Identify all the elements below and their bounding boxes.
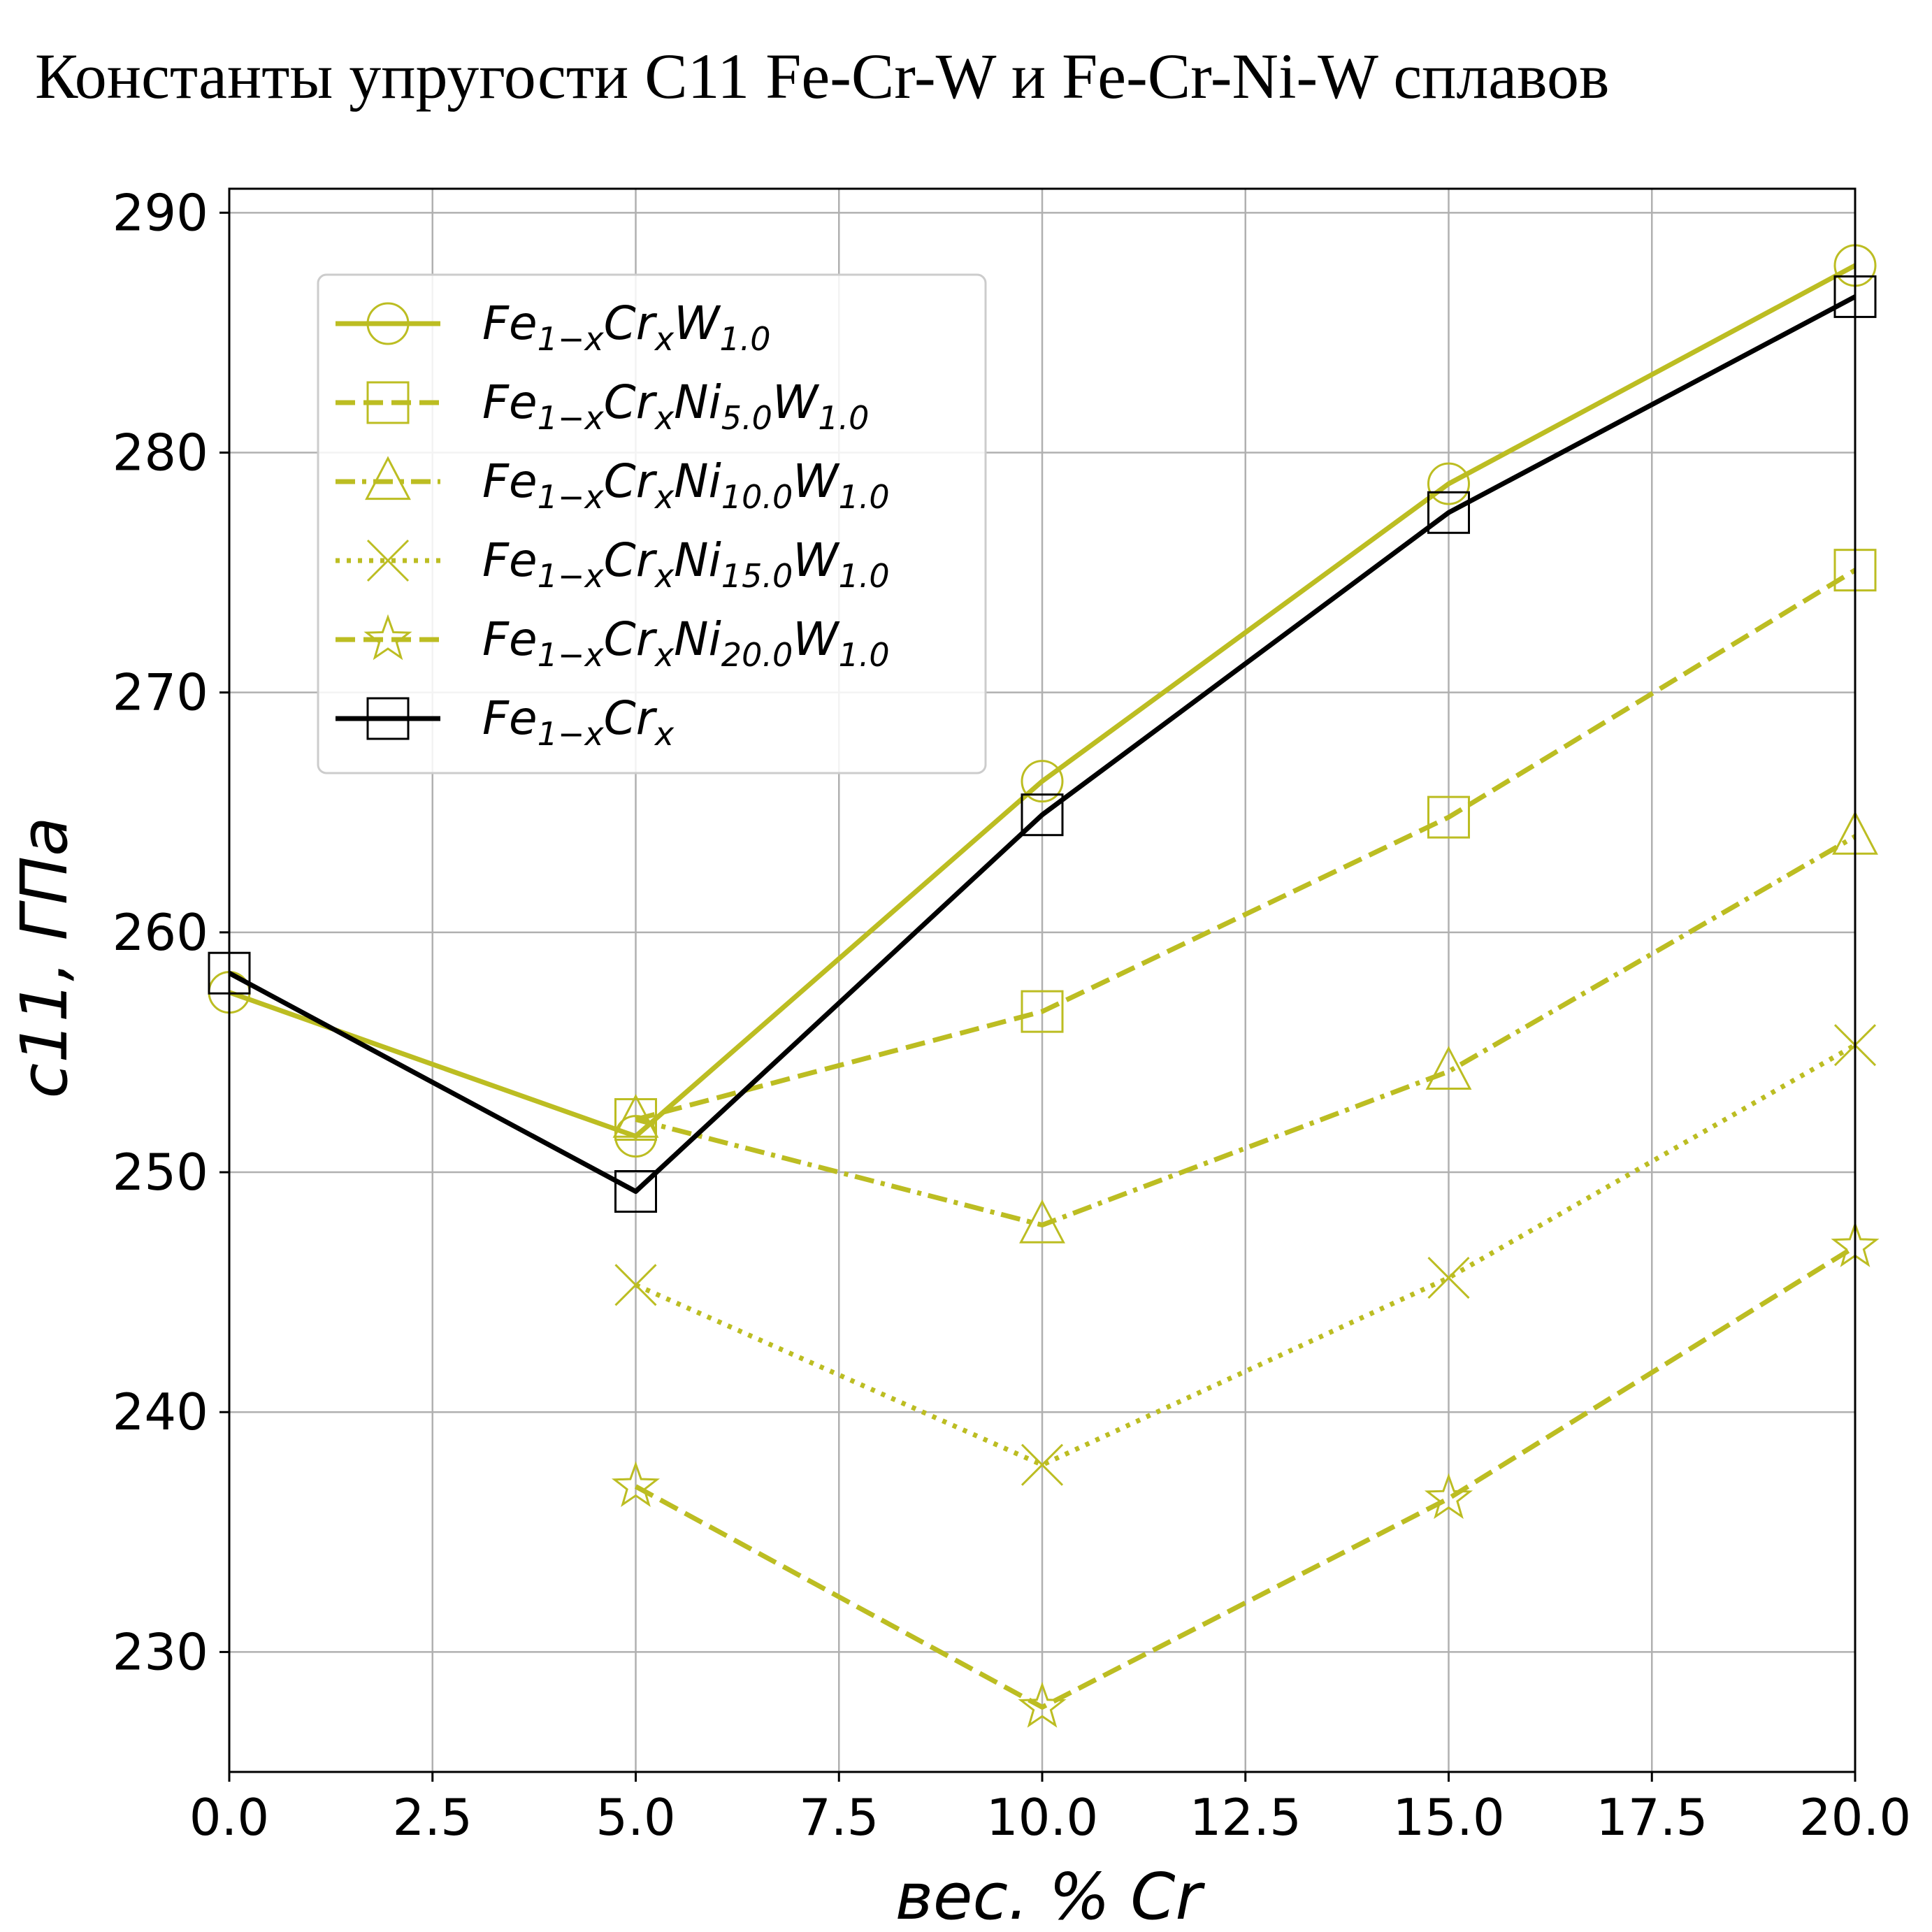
legend-entry: Fe1−x​Crx​Ni20.0​W1.0​	[336, 612, 890, 674]
y-tick-label: 230	[113, 1622, 208, 1681]
x-tick-label: 12.5	[1190, 1788, 1302, 1847]
data-point	[1425, 1046, 1472, 1090]
y-tick-label: 270	[113, 663, 208, 722]
series-5	[611, 1221, 1880, 1728]
data-point	[614, 1170, 657, 1213]
y-tick-label: 260	[113, 903, 208, 962]
legend-label: Fe1−x​Crx​W1.0​	[482, 296, 771, 358]
legend-marker	[366, 302, 410, 345]
legend-label: Fe1−x​Crx​	[482, 691, 675, 753]
data-point	[1427, 462, 1470, 505]
data-point	[1021, 760, 1064, 803]
series-line	[634, 1244, 1857, 1710]
y-tick-label: 240	[113, 1383, 208, 1441]
legend-label: Fe1−x​Crx​Ni10.0​W1.0​	[482, 454, 890, 516]
data-point	[1427, 1256, 1470, 1299]
x-tick-label: 2.5	[392, 1788, 473, 1847]
data-point	[1021, 990, 1064, 1033]
legend-entry: Fe1−x​Crx​Ni10.0​W1.0​	[336, 454, 890, 516]
plot-series	[208, 244, 1880, 1728]
data-point	[1021, 1443, 1064, 1486]
legend: Fe1−x​Crx​W1.0​ Fe1−x​Crx​Ni5.0​W1.0​ Fe1−…	[317, 273, 987, 774]
legend-marker	[366, 697, 410, 740]
data-point	[1424, 1473, 1473, 1520]
x-tick-label: 17.5	[1596, 1788, 1708, 1847]
series-line	[228, 263, 1857, 1139]
y-tick-label: 250	[113, 1143, 208, 1202]
data-point	[614, 1098, 657, 1141]
y-axis-label: c11, ГПа	[7, 817, 82, 1099]
axis-ticks: 0.0 2.5 5.0 7.5 10.0 12.5 15.0 17.5 20.0 230 240 25…	[113, 183, 1912, 1847]
data-point	[611, 1461, 661, 1508]
y-tick-label: 280	[113, 424, 208, 482]
x-axis-label: вес. % Cr	[895, 1859, 1206, 1932]
data-point	[1021, 793, 1064, 837]
legend-entry: Fe1−x​Crx​W1.0​	[336, 296, 771, 358]
legend-entry: Fe1−x​Crx​Ni15.0​W1.0​	[336, 533, 890, 595]
series-4	[614, 1024, 1877, 1486]
data-point	[1018, 1682, 1067, 1728]
legend-entry: Fe1−x​Crx​	[336, 691, 675, 753]
series-line	[228, 294, 1857, 1194]
grid	[228, 189, 1857, 1772]
y-tick-label: 290	[113, 183, 208, 242]
legend-marker	[365, 456, 411, 500]
legend-marker	[366, 381, 410, 424]
legend-entry: Fe1−x​Crx​Ni5.0​W1.0​	[336, 375, 869, 437]
legend-box	[317, 273, 987, 774]
legend-label: Fe1−x​Crx​Ni5.0​W1.0​	[482, 375, 869, 437]
legend-marker	[366, 539, 410, 582]
x-tick-label: 5.0	[596, 1788, 676, 1847]
chart-title: Константы упругости C11 Fe-Cr-W и Fe-Cr-…	[35, 41, 1609, 112]
legend-label: Fe1−x​Crx​Ni20.0​W1.0​	[482, 612, 890, 674]
x-tick-label: 15.0	[1392, 1788, 1504, 1847]
data-point	[614, 1264, 657, 1306]
data-point	[1427, 795, 1470, 839]
data-point	[612, 1093, 659, 1138]
x-tick-label: 10.0	[986, 1788, 1098, 1847]
legend-label: Fe1−x​Crx​Ni15.0​W1.0​	[482, 533, 890, 595]
data-point	[1019, 1199, 1065, 1243]
x-tick-label: 0.0	[189, 1788, 270, 1847]
legend-marker	[363, 614, 412, 661]
series-line	[635, 568, 1857, 1122]
x-tick-label: 20.0	[1799, 1788, 1911, 1847]
x-tick-label: 7.5	[799, 1788, 879, 1847]
data-point	[1427, 491, 1470, 534]
